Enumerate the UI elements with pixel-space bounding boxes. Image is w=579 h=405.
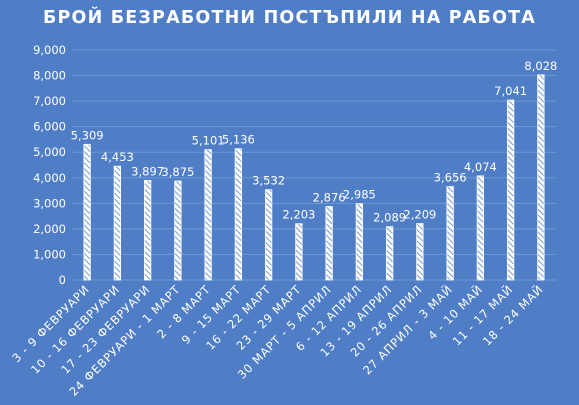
bar xyxy=(295,223,303,281)
data-label: 3,532 xyxy=(252,174,285,188)
y-tick-label: 3,000 xyxy=(33,196,66,210)
y-tick-label: 1,000 xyxy=(33,247,66,261)
data-label: 8,028 xyxy=(524,59,557,73)
data-label: 3,875 xyxy=(161,165,194,179)
bar xyxy=(264,189,273,281)
y-axis-tick-labels: 0 1,000 2,000 3,000 4,000 5,000 6,000 7,000 8,00… xyxy=(33,43,66,287)
data-label: 5,101 xyxy=(192,134,225,148)
data-label: 2,089 xyxy=(373,211,406,225)
data-label: 2,203 xyxy=(282,208,315,222)
data-label: 4,074 xyxy=(464,160,497,174)
data-label: 4,453 xyxy=(101,150,134,164)
bar xyxy=(204,149,212,281)
data-label: 7,041 xyxy=(494,84,527,98)
data-label: 2,985 xyxy=(343,188,376,202)
y-tick-label: 5,000 xyxy=(33,145,66,159)
y-tick-label: 0 xyxy=(59,273,66,287)
chart-title: БРОЙ БЕЗРАБОТНИ ПОСТЪПИЛИ НА РАБОТА xyxy=(42,8,537,28)
bar xyxy=(143,180,152,281)
y-tick-label: 7,000 xyxy=(33,94,66,108)
bars xyxy=(83,74,545,281)
bar xyxy=(325,206,333,281)
gridlines xyxy=(72,49,556,281)
bar xyxy=(113,165,122,281)
bar xyxy=(385,226,394,281)
bar xyxy=(446,186,454,281)
y-tick-label: 8,000 xyxy=(33,69,66,83)
data-label: 3,656 xyxy=(434,171,467,185)
bar xyxy=(476,175,485,281)
data-label: 2,209 xyxy=(403,208,436,222)
data-label: 5,136 xyxy=(222,133,255,147)
data-label: 2,876 xyxy=(313,191,346,205)
bar xyxy=(537,74,545,281)
data-label: 5,309 xyxy=(71,128,104,142)
bar xyxy=(506,99,515,281)
bar xyxy=(174,180,182,281)
y-tick-label: 9,000 xyxy=(33,43,66,57)
bar xyxy=(83,143,91,281)
data-label: 3,897 xyxy=(131,164,164,178)
y-tick-label: 2,000 xyxy=(33,222,66,236)
y-tick-label: 6,000 xyxy=(33,120,66,134)
bar xyxy=(416,223,424,281)
bar xyxy=(355,203,364,281)
bar xyxy=(234,148,243,281)
y-tick-label: 4,000 xyxy=(33,171,66,185)
